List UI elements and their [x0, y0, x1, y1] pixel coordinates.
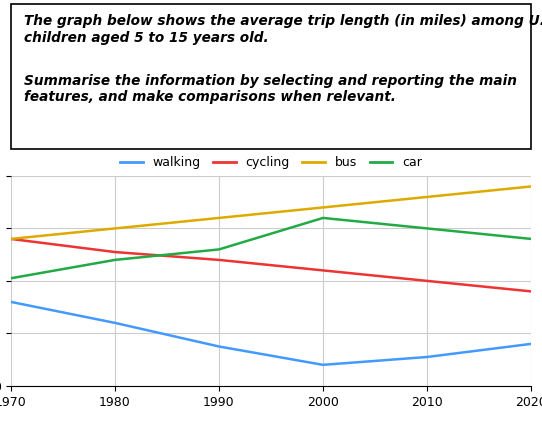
Text: Summarise the information by selecting and reporting the main
features, and make: Summarise the information by selecting a… [24, 74, 517, 104]
FancyBboxPatch shape [11, 4, 531, 149]
Legend: walking, cycling, bus, car: walking, cycling, bus, car [120, 156, 422, 169]
Text: The graph below shows the average trip length (in miles) among U.S.
children age: The graph below shows the average trip l… [24, 14, 542, 45]
